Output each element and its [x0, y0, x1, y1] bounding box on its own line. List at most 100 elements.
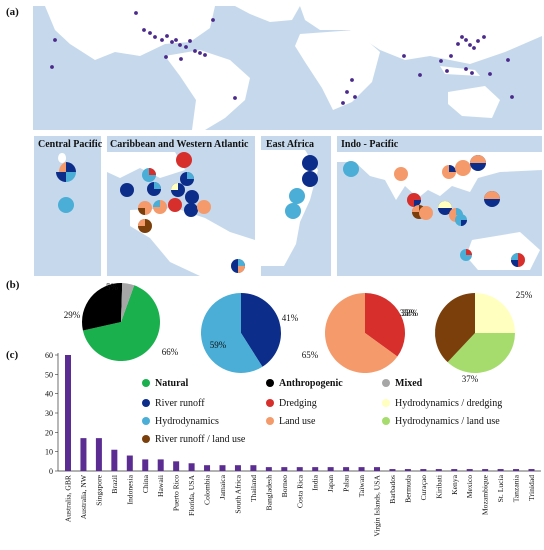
- bar: [80, 438, 87, 471]
- bar: [327, 467, 334, 471]
- bar: [389, 469, 396, 471]
- x-tick-label: Jamaica: [218, 474, 227, 499]
- pie-label-natural-hydrodynamics: 59%: [210, 340, 227, 350]
- y-tick-label: 20: [45, 428, 53, 437]
- x-tick-label: Florida, USA: [187, 474, 196, 515]
- legend-label-land_use: Land use: [279, 416, 316, 427]
- pie-label-overall-anthropogenic: 29%: [64, 310, 81, 320]
- x-tick-label: Bermuda: [403, 474, 412, 502]
- inset-central-pacific: Central Pacific: [34, 136, 103, 276]
- legend-label-hydro_dredging: Hydrodynamics / dredging: [395, 398, 502, 409]
- legend-label-river_land_use: River runoff / land use: [155, 434, 246, 445]
- x-tick-label: Virgin Islands, USA: [373, 474, 382, 536]
- region-title-central-pacific: Central Pacific: [38, 139, 103, 150]
- bar: [234, 465, 241, 471]
- bar: [173, 461, 180, 471]
- inset-east-africa: East Africa: [261, 136, 331, 276]
- bar-chart: 0 10 20 30 40 50 60 Australia, GBR Australia, NW…: [45, 351, 541, 537]
- legend-swatch-hydro_land_use: [382, 417, 390, 425]
- bar: [528, 469, 535, 471]
- pie-label-overall-mixed: 5%: [106, 282, 119, 292]
- pie-slice-mixed-hydro_dredging: [475, 293, 515, 333]
- pie-label-anthropogenic-dredging: 35%: [400, 308, 417, 318]
- bar: [95, 438, 102, 471]
- legend-swatch-mixed: [382, 379, 390, 387]
- bar: [482, 469, 489, 471]
- pie-overall: 66% 29% 5%: [64, 282, 179, 362]
- bar: [497, 469, 504, 471]
- legend-label-hydrodynamics: Hydrodynamics: [155, 416, 219, 427]
- x-tick-label: Thailand: [249, 475, 258, 502]
- bar: [358, 467, 365, 471]
- bar: [250, 465, 257, 471]
- bar: [513, 469, 520, 471]
- legend-swatch-river_land_use: [142, 435, 150, 443]
- world-map-land: [45, 6, 542, 130]
- bar: [374, 467, 380, 471]
- legend-swatch-hydro_dredging: [382, 399, 390, 407]
- legend-label-river_runoff: River runoff: [155, 398, 205, 409]
- bar: [466, 469, 473, 471]
- panel-label-b: (b): [6, 279, 20, 291]
- bar: [65, 355, 71, 471]
- pie-natural: 41% 59%: [200, 293, 299, 373]
- legend-label-anthropogenic: Anthropogenic: [279, 378, 343, 389]
- x-tick-label: Puerto Rico: [172, 475, 181, 511]
- pie-slice-overall-natural: [82, 285, 161, 362]
- x-tick-label: Borneo: [280, 475, 289, 498]
- legend-label-natural: Natural: [155, 378, 189, 389]
- x-tick-label: Mozambique: [481, 474, 490, 515]
- bar: [265, 467, 272, 471]
- pie-label-mixed-hydro_land_use: 37%: [462, 374, 479, 384]
- pie-label-mixed-hydro_dredging: 25%: [516, 290, 533, 300]
- x-tick-label: Bangladesh: [264, 475, 273, 511]
- legend-swatch-land_use: [266, 417, 274, 425]
- legend-label-dredging: Dredging: [279, 398, 317, 409]
- region-title-east-africa: East Africa: [266, 139, 314, 150]
- x-tick-label: Australia, NW: [79, 474, 88, 519]
- legend: Natural Anthropogenic Mixed River runoff Dre…: [142, 378, 502, 445]
- pie-anthropogenic: 35% 65%: [302, 293, 417, 374]
- x-tick-label: Hawaii: [156, 475, 165, 497]
- bar: [343, 467, 350, 471]
- x-tick-label: China: [141, 474, 150, 493]
- bar: [281, 467, 288, 471]
- pie-slice-overall-anthropogenic: [82, 283, 123, 331]
- bar: [157, 459, 164, 471]
- pie-slice-natural-hydrodynamics: [200, 293, 263, 373]
- study-dots: [50, 11, 514, 105]
- pie-slice-natural-river_runoff: [241, 293, 281, 367]
- panel-label-c: (c): [6, 349, 19, 361]
- pie-charts: 66% 29% 5% 41% 59% 35% 65% 25% 37% 38%: [64, 282, 533, 384]
- bar: [126, 455, 133, 471]
- legend-label-hydro_land_use: Hydrodynamics / land use: [395, 416, 500, 427]
- x-tick-label: Costa Rica: [295, 474, 304, 508]
- legend-label-mixed: Mixed: [395, 378, 423, 389]
- legend-swatch-river_runoff: [142, 399, 150, 407]
- pie-label-anthropogenic-land_use: 65%: [302, 350, 319, 360]
- y-tick-label: 30: [45, 409, 53, 418]
- bar: [451, 469, 458, 471]
- x-tick-label: Kenya: [450, 474, 459, 494]
- x-tick-label: Indonesia: [125, 474, 134, 504]
- bar: [404, 469, 411, 471]
- bar: [296, 467, 303, 471]
- x-tick-label: Palau: [342, 475, 351, 492]
- x-tick-label: St. Lucia: [496, 474, 505, 502]
- legend-swatch-dredging: [266, 399, 274, 407]
- pie-mixed: 25% 37% 38%: [402, 290, 533, 384]
- pie-slice-anthropogenic-dredging: [365, 293, 405, 357]
- y-tick-label: 0: [49, 467, 53, 476]
- pie-slice-anthropogenic-land_use: [324, 293, 398, 374]
- x-tick-label: Brazil: [110, 475, 119, 494]
- pie-slice-mixed-hydro_land_use: [447, 333, 515, 373]
- bar: [435, 469, 442, 471]
- bar: [312, 467, 319, 471]
- y-tick-label: 10: [45, 448, 53, 457]
- pie-slice-mixed-river_land_use: [435, 293, 475, 363]
- y-tick-label: 60: [45, 351, 53, 360]
- x-tick-label: Taiwan: [357, 475, 366, 497]
- bar: [142, 459, 149, 471]
- x-tick-label: Barbados: [388, 475, 397, 504]
